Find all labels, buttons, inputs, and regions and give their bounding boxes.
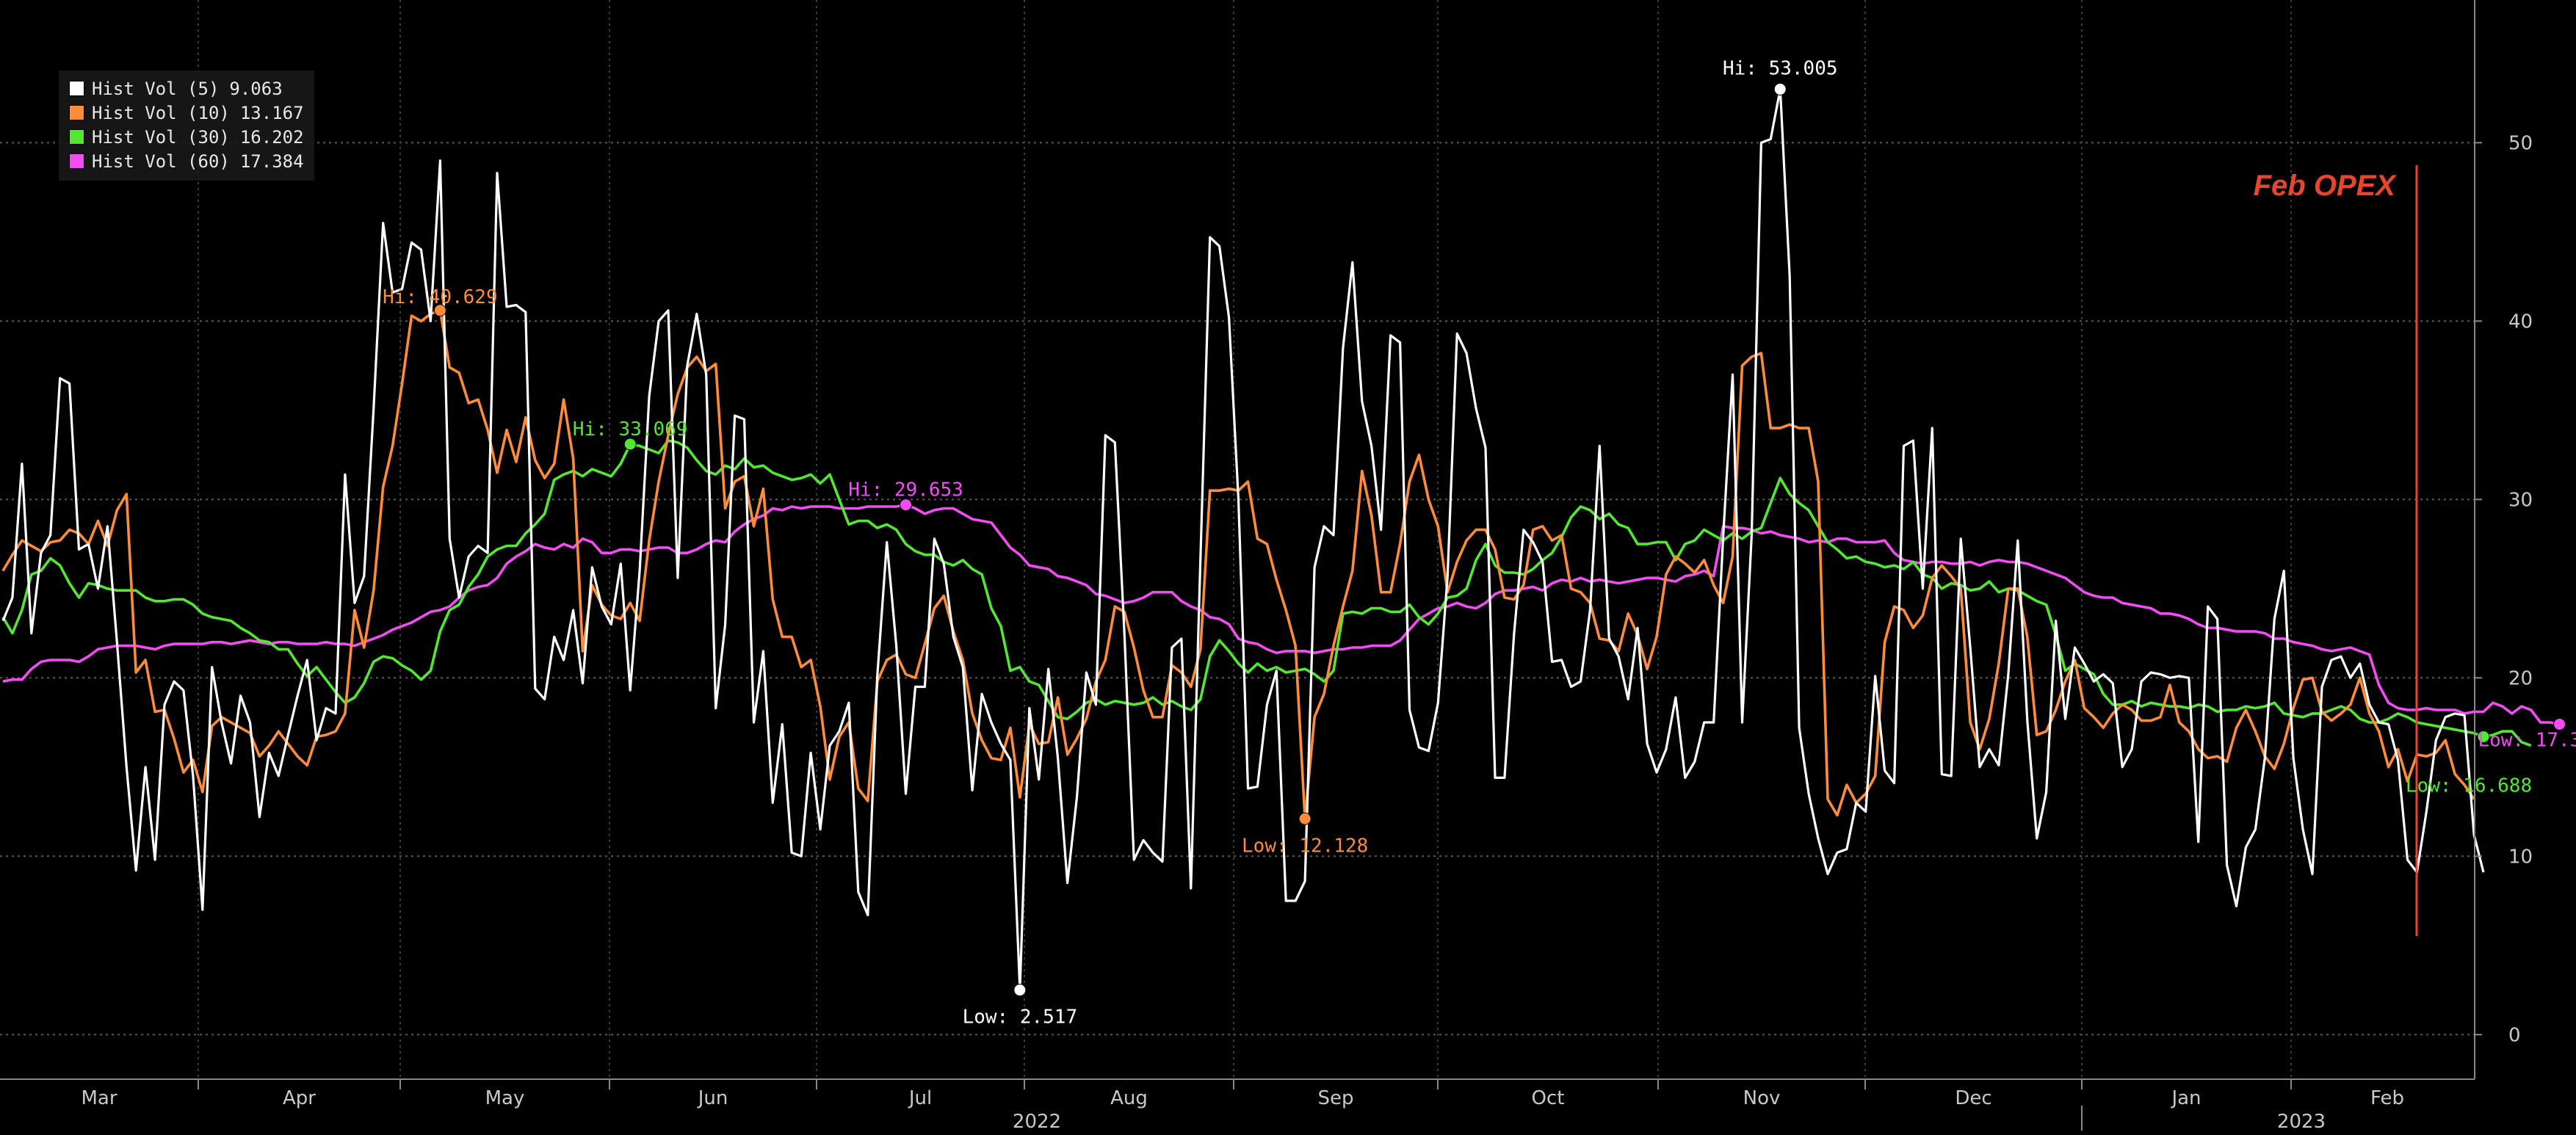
- extreme-marker-label: Hi: 40.629: [383, 286, 498, 308]
- hist-vol-60-line: [2, 503, 2560, 726]
- legend-swatch: [69, 81, 84, 96]
- extreme-marker-label: Low: 12.128: [1242, 835, 1368, 857]
- legend-value: 13.167: [239, 102, 304, 123]
- legend-label: Hist Vol (60): [92, 151, 230, 172]
- legend-item-hv5: Hist Vol (5) 9.063: [69, 76, 304, 101]
- legend-item-hv10: Hist Vol (10) 13.167: [69, 101, 304, 125]
- legend-swatch: [69, 129, 84, 145]
- series-lines: [1, 87, 2560, 992]
- extreme-marker-dot: [1773, 82, 1787, 95]
- extreme-marker-dot: [623, 438, 637, 451]
- x-tick-label: Aug: [1110, 1087, 1148, 1109]
- x-tick-label: Oct: [1532, 1087, 1565, 1109]
- legend-swatch: [69, 153, 84, 169]
- legend-label: Hist Vol (5): [92, 78, 220, 99]
- legend-value: 16.202: [239, 126, 304, 148]
- legend-value: 9.063: [229, 78, 283, 99]
- legend-label: Hist Vol (10): [92, 102, 230, 123]
- legend-item-hv30: Hist Vol (30) 16.202: [69, 125, 304, 149]
- x-tick-label: Nov: [1743, 1087, 1781, 1109]
- x-tick-label: Apr: [283, 1087, 316, 1109]
- x-tick-label: Sep: [1317, 1087, 1353, 1109]
- feb-opex-annotation: Feb OPEX: [2254, 165, 2418, 936]
- x-axis: Mar Apr May Jun Jul Aug Sep Oct Nov Dec Jan Feb 2022…: [0, 1078, 2475, 1133]
- y-tick-label: 40: [2508, 311, 2533, 333]
- extreme-marker-dot: [433, 304, 446, 317]
- legend-swatch: [69, 105, 84, 120]
- x-tick-label: May: [485, 1087, 525, 1109]
- x-tick-label: Dec: [1955, 1087, 1991, 1109]
- x-tick-label: Mar: [81, 1087, 117, 1109]
- hist-vol-30-line: [1, 439, 2532, 747]
- extreme-marker-label: Hi: 33.069: [573, 418, 688, 440]
- extreme-marker-dot: [2477, 730, 2490, 743]
- month-separators: [198, 0, 2292, 1079]
- y-tick-label: 20: [2508, 667, 2533, 689]
- extreme-marker-dot: [2553, 717, 2566, 730]
- feb-opex-label: Feb OPEX: [2254, 170, 2398, 202]
- legend-label: Hist Vol (30): [92, 126, 230, 148]
- x-tick-label: Jan: [2170, 1087, 2201, 1109]
- extreme-marker-dot: [1013, 984, 1027, 997]
- y-axis: 0 10 20 30 40 50: [2474, 0, 2533, 1079]
- extreme-marker-dot: [900, 498, 913, 512]
- extreme-marker-label: Hi: 53.005: [1723, 57, 1838, 79]
- x-tick-label: Jul: [908, 1087, 932, 1109]
- extreme-marker-label: Hi: 29.653: [848, 479, 963, 501]
- x-tick-label: Jun: [697, 1087, 728, 1109]
- hist-vol-5-line: [1, 87, 2485, 992]
- legend-value: 17.384: [239, 151, 304, 172]
- extreme-marker-label: Low: 17.384: [2478, 729, 2576, 751]
- y-tick-label: 10: [2508, 846, 2533, 868]
- year-label: 2022: [1013, 1111, 1061, 1133]
- extreme-marker-dot: [1298, 812, 1311, 825]
- y-tick-label: 50: [2508, 132, 2533, 154]
- extreme-marker-label: Low: 2.517: [963, 1007, 1078, 1029]
- y-tick-label: 0: [2508, 1024, 2521, 1046]
- y-tick-label: 30: [2508, 489, 2533, 511]
- extreme-marker-label: Low: 16.688: [2406, 775, 2532, 797]
- year-label: 2023: [2277, 1111, 2326, 1133]
- x-tick-label: Feb: [2370, 1087, 2404, 1109]
- legend-item-hv60: Hist Vol (60) 17.384: [69, 149, 304, 173]
- legend: Hist Vol (5) 9.063 Hist Vol (10) 13.167 …: [59, 70, 314, 181]
- hi-low-markers: Hi: 53.005 Low: 2.517 Hi: 40.629 Low: 12.12…: [383, 57, 2576, 1028]
